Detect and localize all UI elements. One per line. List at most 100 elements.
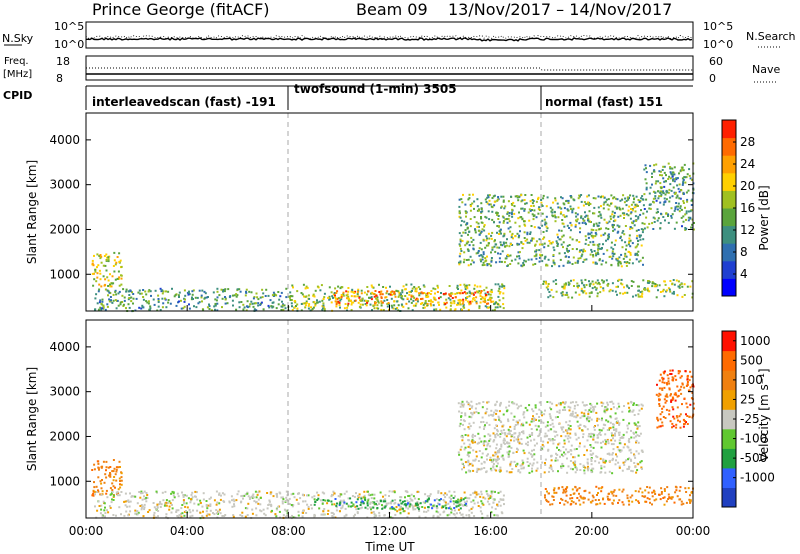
echo-pixel-3 (593, 428, 596, 431)
echo-pixel-2 (498, 285, 501, 288)
echo-pixel-3 (605, 419, 608, 422)
echo-pixel-1 (440, 506, 443, 509)
echo-pixel-3 (588, 433, 591, 435)
echo-pixel-3 (543, 471, 546, 474)
echo-pixel-2 (433, 308, 436, 311)
echo-pixel-1 (479, 510, 482, 513)
echo-pixel-1 (165, 504, 168, 507)
echo-pixel-2 (364, 506, 367, 509)
echo-pixel-1 (171, 499, 174, 502)
echo-pixel-3 (505, 406, 508, 409)
echo-pixel-3 (483, 444, 486, 447)
echo-pixel-2 (347, 304, 349, 307)
echo-pixel-4 (560, 207, 563, 210)
echo-pixel-4 (489, 264, 492, 267)
echo-pixel-4 (602, 498, 604, 501)
echo-pixel-4 (668, 496, 671, 499)
echo-pixel-1 (162, 290, 165, 293)
echo-pixel-0 (105, 469, 107, 472)
echo-pixel-5 (656, 418, 659, 420)
echo-pixel-3 (508, 445, 511, 448)
echo-pixel-0 (97, 490, 100, 493)
echo-pixel-1 (433, 505, 436, 508)
echo-pixel-3 (535, 418, 537, 421)
echo-pixel-0 (105, 466, 108, 469)
echo-pixel-1 (128, 297, 131, 299)
echo-pixel-4 (486, 255, 488, 258)
echo-pixel-1 (412, 506, 414, 509)
echo-pixel-4 (535, 257, 538, 260)
echo-pixel-3 (516, 448, 519, 451)
echo-pixel-3 (503, 439, 506, 442)
echo-pixel-3 (381, 301, 384, 304)
echo-pixel-3 (618, 423, 621, 426)
echo-pixel-6 (652, 197, 655, 200)
echo-pixel-3 (480, 467, 483, 470)
echo-pixel-4 (629, 226, 632, 229)
echo-pixel-4 (540, 243, 543, 246)
echo-pixel-3 (542, 421, 545, 424)
echo-pixel-4 (520, 241, 523, 244)
echo-pixel-5 (662, 405, 665, 408)
echo-pixel-1 (255, 496, 258, 499)
echo-pixel-6 (674, 208, 677, 210)
echo-pixel-1 (191, 496, 194, 499)
echo-pixel-1 (494, 490, 496, 493)
echo-pixel-3 (359, 299, 362, 302)
echo-pixel-1 (135, 297, 138, 300)
echo-pixel-2 (402, 305, 405, 308)
echo-pixel-6 (662, 165, 665, 168)
echo-pixel-4 (558, 252, 561, 255)
echo-pixel-6 (648, 192, 651, 195)
echo-pixel-4 (533, 209, 536, 212)
echo-pixel-2 (351, 301, 354, 304)
echo-pixel-3 (579, 463, 582, 466)
echo-pixel-4 (578, 487, 581, 490)
echo-pixel-2 (497, 290, 500, 293)
echo-pixel-2 (440, 498, 442, 501)
echo-pixel-4 (633, 206, 636, 209)
echo-pixel-2 (397, 304, 400, 307)
echo-pixel-2 (393, 304, 396, 307)
echo-pixel-4 (522, 243, 525, 245)
echo-pixel-4 (518, 196, 520, 199)
echo-pixel-4 (618, 261, 621, 264)
echo-pixel-4 (469, 255, 472, 258)
echo-pixel-3 (579, 442, 581, 445)
echo-pixel-3 (494, 436, 497, 439)
echo-pixel-1 (376, 500, 379, 503)
power-ylabel: Slant Range [km] (25, 160, 39, 264)
echo-pixel-3 (466, 300, 469, 303)
echo-pixel-2 (370, 284, 373, 287)
echo-pixel-3 (427, 292, 430, 294)
echo-pixel-4 (485, 216, 488, 219)
echo-pixel-4 (597, 492, 599, 494)
echo-pixel-2 (412, 304, 415, 307)
echo-pixel-2 (435, 505, 438, 508)
echo-pixel-1 (193, 502, 196, 505)
echo-pixel-1 (130, 296, 133, 299)
echo-pixel-1 (255, 514, 258, 517)
echo-pixel-3 (492, 466, 495, 469)
echo-pixel-1 (213, 499, 216, 502)
echo-pixel-2 (376, 298, 379, 301)
echo-pixel-1 (345, 490, 348, 493)
echo-pixel-4 (508, 212, 511, 214)
echo-pixel-4 (531, 213, 534, 216)
echo-pixel-1 (497, 491, 500, 494)
echo-pixel-1 (369, 501, 372, 504)
echo-pixel-3 (577, 425, 580, 428)
echo-pixel-4 (612, 220, 615, 223)
echo-pixel-3 (628, 422, 631, 425)
echo-pixel-4 (518, 257, 521, 260)
echo-pixel-1 (109, 506, 112, 509)
echo-pixel-1 (167, 299, 170, 301)
echo-pixel-3 (517, 469, 520, 471)
echo-pixel-1 (262, 292, 265, 295)
echo-pixel-5 (666, 382, 668, 385)
echo-pixel-3 (493, 439, 496, 442)
echo-pixel-5 (659, 418, 662, 421)
echo-pixel-2 (369, 303, 372, 306)
echo-pixel-4 (627, 243, 630, 246)
